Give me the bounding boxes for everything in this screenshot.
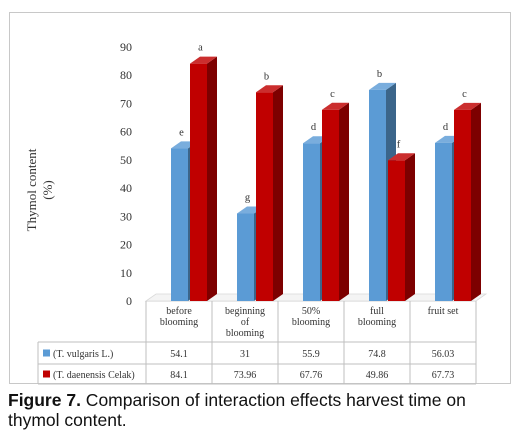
y-tick-label: 80: [120, 68, 132, 82]
bar-top: [256, 85, 283, 93]
table-value: 67.73: [432, 370, 455, 381]
bar: [322, 109, 339, 301]
category-label: before blooming: [160, 306, 198, 328]
table-value: 54.1: [170, 349, 188, 360]
bar-side: [405, 153, 415, 301]
caption-text: Comparison of interaction effects harves…: [8, 390, 466, 430]
y-axis-label: Thymol content: [24, 148, 39, 231]
category-label-line: before: [166, 306, 192, 317]
table-value: 56.03: [432, 349, 455, 360]
bar-top: [322, 102, 349, 110]
category-label-line: beginning: [225, 306, 265, 317]
significance-letter: c: [462, 89, 467, 100]
significance-letter: a: [198, 43, 203, 54]
category-label-line: blooming: [226, 328, 264, 339]
legend-label: (T. daenensis Celak): [53, 370, 135, 381]
y-tick-label: 60: [120, 125, 132, 139]
significance-letter: f: [397, 139, 401, 150]
legend-swatch: [43, 370, 50, 378]
bar-top: [388, 153, 415, 161]
y-tick-label: 30: [120, 209, 132, 223]
category-label-line: blooming: [160, 317, 198, 328]
bar-side: [339, 102, 349, 301]
significance-letter: e: [179, 127, 184, 138]
bar-side: [273, 85, 283, 301]
bar-top: [190, 56, 217, 64]
bar-top: [369, 82, 396, 90]
category-label-line: 50%: [302, 306, 320, 317]
bar: [237, 213, 254, 301]
bar-side: [471, 102, 481, 301]
significance-letter: d: [311, 122, 317, 133]
y-tick-label: 10: [120, 266, 132, 280]
table-value: 74.8: [368, 349, 386, 360]
thymol-bar-chart: 0 10 20 30 40 50 60 70 80 90 Thymol content (%) e a g b…: [24, 40, 488, 385]
table-value: 55.9: [302, 349, 320, 360]
category-label-line: blooming: [292, 317, 330, 328]
bar: [435, 142, 452, 301]
bar: [303, 143, 320, 301]
caption-label: Figure 7.: [8, 390, 81, 410]
legend-swatch: [43, 349, 50, 357]
table-value: 49.86: [366, 370, 389, 381]
category-label-line: of: [241, 317, 250, 328]
table-value: 67.76: [300, 370, 323, 381]
table-value: 31: [240, 349, 250, 360]
category-label: fruit set: [428, 306, 459, 317]
y-tick-label: 90: [120, 40, 132, 54]
bar: [454, 109, 471, 301]
bar: [190, 63, 207, 302]
significance-letter: b: [377, 69, 382, 80]
y-tick-label: 0: [126, 294, 132, 308]
y-tick-label: 40: [120, 181, 132, 195]
bar-side: [207, 56, 217, 302]
bar: [256, 92, 273, 301]
bar: [388, 160, 405, 301]
category-label-line: blooming: [358, 317, 396, 328]
y-tick-label: 50: [120, 153, 132, 167]
significance-letter: g: [245, 193, 251, 204]
y-tick-label: 70: [120, 96, 132, 110]
significance-letter: c: [330, 89, 335, 100]
category-label: beginning of blooming: [225, 306, 265, 339]
table-value: 73.96: [234, 370, 257, 381]
bar: [369, 89, 386, 301]
figure-caption: Figure 7. Comparison of interaction effe…: [8, 390, 518, 430]
significance-letter: b: [264, 71, 269, 82]
table-value: 84.1: [170, 370, 188, 381]
significance-letter: d: [443, 122, 449, 133]
y-tick-label: 20: [120, 238, 132, 252]
category-label: 50% blooming: [292, 306, 330, 328]
category-label-line: full: [370, 306, 384, 317]
y-axis-label-unit: (%): [40, 180, 55, 200]
bar-top: [454, 102, 481, 110]
category-label-line: fruit set: [428, 306, 459, 317]
category-label: full blooming: [358, 306, 396, 328]
legend-label: (T. vulgaris L.): [53, 349, 113, 360]
bar: [171, 148, 188, 301]
